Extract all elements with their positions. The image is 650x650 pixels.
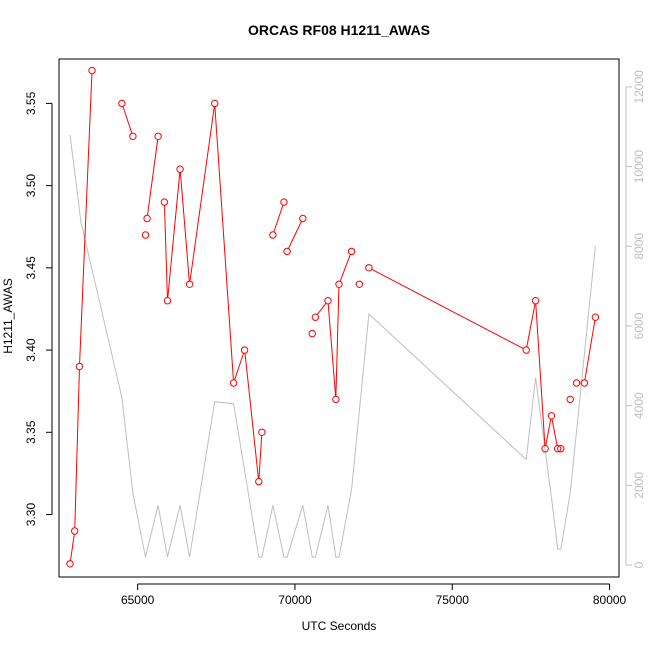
data-point xyxy=(335,280,343,288)
data-point xyxy=(269,231,277,239)
data-point xyxy=(308,329,316,338)
series-segment xyxy=(327,303,337,397)
data-point xyxy=(554,445,562,453)
data-point xyxy=(531,297,540,305)
x-tick-label: 80000 xyxy=(593,593,627,607)
data-point xyxy=(280,198,288,206)
y2-tick-label: 8000 xyxy=(632,233,646,260)
y2-tick-label: 2000 xyxy=(632,472,646,499)
x-tick-label: 70000 xyxy=(278,593,312,607)
y-tick-label: 3.40 xyxy=(24,338,38,362)
x-axis-label: UTC Seconds xyxy=(302,619,377,633)
data-point xyxy=(557,445,565,453)
data-point xyxy=(365,264,373,272)
data-point xyxy=(283,247,291,256)
data-point xyxy=(129,132,137,141)
series-segment xyxy=(535,303,546,446)
y2-tick-label: 12000 xyxy=(632,70,646,104)
data-point xyxy=(255,477,263,486)
series-segment xyxy=(244,353,259,479)
y-tick-label: 3.50 xyxy=(24,174,38,198)
series-segment xyxy=(79,73,93,364)
series-segment xyxy=(273,204,284,233)
series-segment xyxy=(189,106,215,282)
data-point xyxy=(71,527,79,535)
series-segment xyxy=(526,303,536,347)
data-point xyxy=(522,346,530,354)
series-segment xyxy=(164,205,168,298)
series-segment xyxy=(551,418,558,446)
data-point xyxy=(299,214,307,223)
data-point xyxy=(75,362,84,371)
series-segment xyxy=(258,435,263,479)
y-tick-label: 3.30 xyxy=(24,503,38,527)
series-line-right xyxy=(69,134,596,558)
data-point xyxy=(572,379,581,387)
y2-tick-label: 10000 xyxy=(632,150,646,184)
series-segment xyxy=(316,302,327,315)
y-axis-label: H1211_AWAS xyxy=(1,278,15,354)
x-tick-label: 75000 xyxy=(436,593,470,607)
data-point xyxy=(347,247,356,256)
plot-frame xyxy=(58,58,620,578)
series-segment xyxy=(179,172,190,282)
series-segment xyxy=(147,139,159,216)
series-layer xyxy=(66,66,600,568)
series-segment xyxy=(335,287,340,397)
y2-tick-label: 4000 xyxy=(632,392,646,419)
data-point xyxy=(211,99,219,108)
series-segment xyxy=(74,369,80,528)
data-point xyxy=(141,231,150,239)
series-segment xyxy=(584,320,596,380)
y-tick-label: 3.35 xyxy=(24,420,38,444)
data-point xyxy=(66,560,74,568)
chart-title: ORCAS RF08 H1211_AWAS xyxy=(248,22,430,38)
data-point xyxy=(355,280,364,288)
data-point xyxy=(154,132,162,141)
data-point xyxy=(311,313,320,321)
y2-tick-label: 0 xyxy=(632,561,646,568)
data-point xyxy=(143,214,151,223)
data-point xyxy=(163,297,172,305)
data-point xyxy=(240,346,249,354)
data-point xyxy=(541,445,549,453)
series-segment xyxy=(122,106,133,134)
axes-layer: 65000 70000 75000 800003.303.353.403.453.50… xyxy=(24,58,646,607)
series-segment xyxy=(288,221,302,249)
data-point xyxy=(229,379,238,387)
data-point xyxy=(332,395,340,404)
data-point xyxy=(324,297,332,305)
data-point xyxy=(88,66,96,75)
series-segment xyxy=(214,106,234,380)
y-tick-label: 3.45 xyxy=(24,256,38,280)
y2-tick-label: 6000 xyxy=(632,312,646,339)
data-point xyxy=(258,428,266,436)
x-tick-label: 65000 xyxy=(121,593,155,607)
y-tick-label: 3.55 xyxy=(24,91,38,115)
data-point xyxy=(176,165,184,173)
series-segment xyxy=(70,534,75,561)
series-segment xyxy=(371,268,524,350)
data-point xyxy=(118,99,126,108)
data-point xyxy=(566,395,574,404)
series-segment xyxy=(234,352,245,381)
data-point xyxy=(547,412,556,420)
series-segment xyxy=(339,254,351,282)
data-point xyxy=(591,313,600,321)
series-segment xyxy=(545,418,552,446)
data-point xyxy=(580,379,589,387)
series-segment xyxy=(167,172,181,298)
data-point xyxy=(185,280,194,288)
data-point xyxy=(160,198,169,206)
